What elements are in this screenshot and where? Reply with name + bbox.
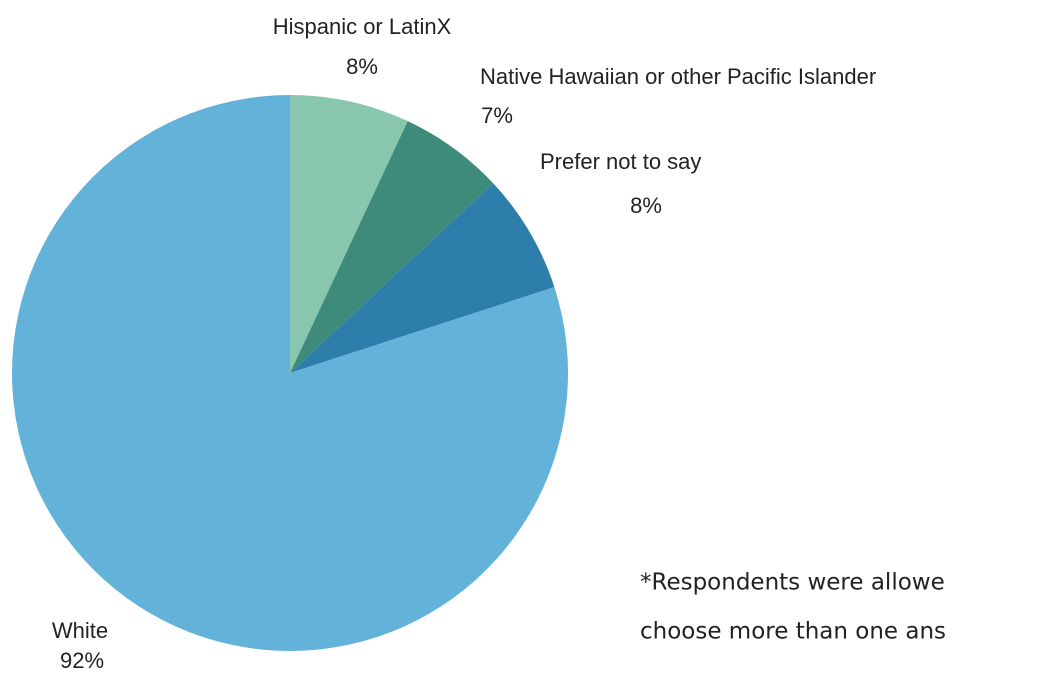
slice-value-label: 92% [60,648,104,673]
slice-value-label: 7% [481,103,513,128]
pie-slice [290,183,555,373]
slice-label: Prefer not to say [540,149,701,174]
slice-label: Hispanic or LatinX [273,14,452,39]
slice-label: Native Hawaiian or other Pacific Islande… [480,64,876,89]
slice-label: White [52,618,108,643]
slice-value-label: 8% [630,193,662,218]
annotation: *Respondents were allowe [640,570,945,596]
pie-slice [12,95,569,651]
slice-value-label: 8% [346,54,378,79]
annotation: choose more than one ans [640,619,946,645]
pie-slice [290,95,408,373]
pie-slice [290,121,494,373]
